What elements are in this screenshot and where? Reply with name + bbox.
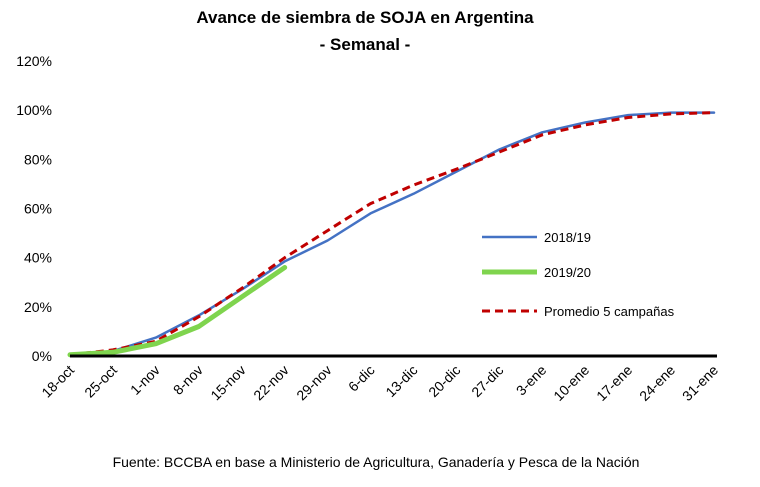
- x-tick-label: 13-dic: [382, 362, 420, 400]
- x-tick-label: 10-ene: [550, 362, 592, 404]
- legend-label: Promedio 5 campañas: [544, 304, 675, 319]
- legend-label: 2019/20: [544, 265, 591, 280]
- x-tick-label: 8-nov: [170, 362, 206, 398]
- x-tick-label: 27-dic: [468, 362, 506, 400]
- y-axis-ticks: 0% 20% 40% 60% 80% 100% 120%: [16, 53, 52, 364]
- source-note: Fuente: BCCBA en base a Ministerio de Ag…: [113, 454, 640, 470]
- x-tick-label: 20-dic: [425, 362, 463, 400]
- y-tick-label: 80%: [24, 151, 52, 167]
- y-tick-label: 0%: [32, 348, 52, 364]
- x-tick-label: 29-nov: [293, 362, 335, 404]
- x-tick-label: 6-dic: [345, 362, 378, 395]
- x-tick-label: 3-ene: [513, 362, 550, 399]
- series-line-2018-19: [68, 111, 716, 357]
- legend-label: 2018/19: [544, 230, 591, 245]
- x-tick-label: 1-nov: [127, 362, 163, 398]
- x-axis-ticks: 18-oct 25-oct 1-nov 8-nov 15-nov 22-nov 29-nov…: [38, 362, 721, 404]
- x-tick-label: 24-ene: [636, 362, 678, 404]
- x-tick-label: 22-nov: [250, 362, 292, 404]
- chart-title: Avance de siembra de SOJA en Argentina: [196, 8, 534, 27]
- x-tick-label: 25-oct: [81, 362, 120, 401]
- series-line-promedio-5-campa-as: [69, 111, 715, 357]
- chart-subtitle: - Semanal -: [320, 35, 411, 54]
- x-tick-label: 18-oct: [38, 362, 77, 401]
- x-tick-label: 17-ene: [593, 362, 635, 404]
- y-tick-label: 40%: [24, 250, 52, 266]
- legend: 2018/19 2019/20 Promedio 5 campañas: [482, 230, 675, 319]
- series-line-2019-20: [67, 265, 288, 358]
- y-tick-label: 100%: [16, 102, 52, 118]
- y-tick-label: 120%: [16, 53, 52, 69]
- x-tick-label: 31-ene: [679, 362, 721, 404]
- y-tick-label: 60%: [24, 201, 52, 217]
- x-tick-label: 15-nov: [207, 362, 249, 404]
- series-lines: [67, 111, 716, 358]
- y-tick-label: 20%: [24, 299, 52, 315]
